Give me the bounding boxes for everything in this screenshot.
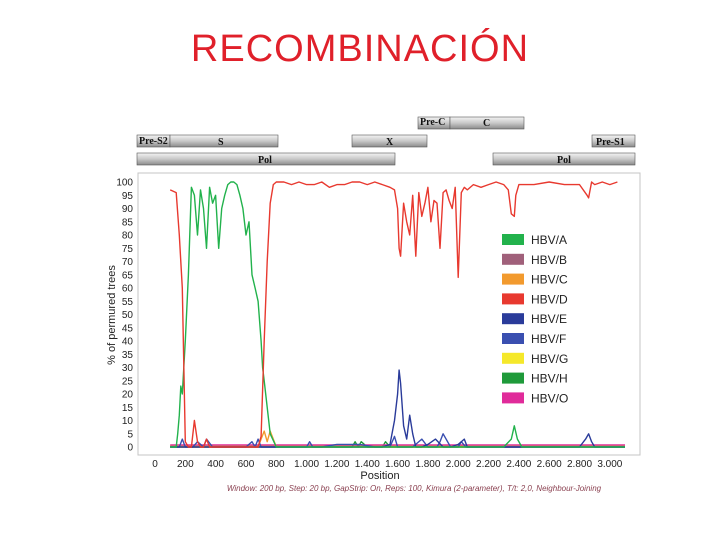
x-tick-label: 0 [152, 459, 158, 470]
y-tick-label: 5 [127, 429, 133, 440]
legend-label: HBV/F [531, 332, 566, 346]
legend-swatch [502, 392, 524, 404]
genome-map: Pre-C C Pre-S2 S X Pre-S1 Pol Pol [136, 116, 636, 166]
legend-swatch [502, 333, 524, 344]
x-tick-label: 1.800 [415, 459, 440, 470]
slide-title: RECOMBINACIÓN [190, 28, 530, 70]
x-tick-label: 1.200 [324, 459, 349, 470]
y-tick-label: 45 [122, 323, 134, 334]
series-line-hbv-d [169, 181, 618, 448]
legend-label: HBV/H [531, 372, 568, 386]
gene-bar-s [169, 134, 279, 148]
x-tick-label: 400 [207, 459, 224, 470]
legend-label: HBV/C [531, 273, 568, 287]
legend-label: HBV/O [531, 391, 568, 405]
y-tick-label: 80 [122, 231, 134, 242]
gene-label-pol-right: Pol [557, 155, 571, 166]
legend-swatch [502, 234, 524, 245]
series-line-hbv-a [170, 181, 625, 448]
legend-swatch [502, 313, 524, 325]
gene-label-pre-s1: Pre-S1 [596, 137, 625, 148]
y-axis-label: % of permured trees [106, 265, 118, 365]
y-tick-label: 25 [122, 376, 134, 387]
x-tick-label: 2.400 [506, 459, 531, 470]
x-tick-label: 2.600 [537, 459, 562, 470]
x-axis-ticks: 0 200 400 600 800 1.000 1.200 1.400 1.600 1.800 2.… [152, 459, 623, 470]
series-lines [169, 181, 625, 448]
plot-area [137, 172, 641, 456]
gene-label-pre-s2: Pre-S2 [139, 136, 168, 147]
legend-swatch [502, 293, 524, 305]
x-tick-label: 200 [177, 459, 194, 470]
y-tick-label: 50 [122, 310, 134, 321]
gene-label-x: X [386, 137, 394, 148]
gene-bar-pol-right [492, 152, 636, 166]
y-tick-label: 75 [122, 244, 134, 255]
legend-label: HBV/A [531, 233, 567, 247]
y-axis-ticks: 0 5 10 15 20 25 30 35 40 45 50 55 60 65 70 75 80 85 90 95 10… [116, 178, 133, 454]
legend-swatch [502, 352, 524, 364]
gene-bar-c [449, 116, 525, 130]
x-tick-label: 2.800 [567, 459, 592, 470]
gene-bar-x [351, 134, 428, 148]
y-tick-label: 30 [122, 363, 134, 374]
y-tick-label: 100 [116, 178, 133, 189]
legend-label: HBV/E [531, 312, 567, 326]
x-tick-label: 2.000 [446, 459, 471, 470]
x-tick-label: 3.000 [597, 459, 622, 470]
gene-label-pol-left: Pol [258, 155, 272, 166]
legend: HBV/A HBV/B HBV/C HBV/D HBV/E HBV/F HBV/G HBV/H… [502, 233, 568, 405]
x-tick-label: 800 [268, 459, 285, 470]
legend-label: HBV/D [531, 292, 568, 306]
x-tick-label: 2.200 [476, 459, 501, 470]
x-tick-label: 1.400 [355, 459, 380, 470]
x-tick-label: 600 [238, 459, 255, 470]
x-tick-label: 1.000 [294, 459, 319, 470]
x-tick-label: 1.600 [385, 459, 410, 470]
y-tick-label: 15 [122, 403, 134, 414]
legend-label: HBV/B [531, 253, 567, 267]
gene-bar-pre-s1 [591, 134, 636, 148]
legend-swatch [502, 253, 524, 265]
gene-bar-pol-left [136, 152, 396, 166]
y-tick-label: 85 [122, 217, 134, 228]
y-tick-label: 40 [122, 337, 134, 348]
y-tick-label: 0 [127, 443, 133, 454]
y-tick-label: 65 [122, 270, 134, 281]
figure-caption: Window: 200 bp, Step: 20 bp, GapStrip: O… [227, 484, 602, 493]
legend-swatch [502, 372, 524, 384]
legend-swatch [502, 273, 524, 285]
gene-label-c: C [483, 118, 490, 129]
y-tick-label: 90 [122, 204, 134, 215]
y-tick-label: 95 [122, 191, 134, 202]
y-tick-label: 60 [122, 284, 134, 295]
y-tick-label: 55 [122, 297, 134, 308]
y-tick-label: 10 [122, 416, 134, 427]
gene-label-pre-c: Pre-C [420, 117, 445, 128]
gene-label-s: S [218, 137, 224, 148]
legend-label: HBV/G [531, 352, 568, 366]
y-tick-label: 20 [122, 390, 134, 401]
y-tick-label: 35 [122, 350, 134, 361]
y-tick-label: 70 [122, 257, 134, 268]
x-axis-label: Position [360, 470, 399, 482]
series-line-hbv-e [170, 369, 625, 448]
